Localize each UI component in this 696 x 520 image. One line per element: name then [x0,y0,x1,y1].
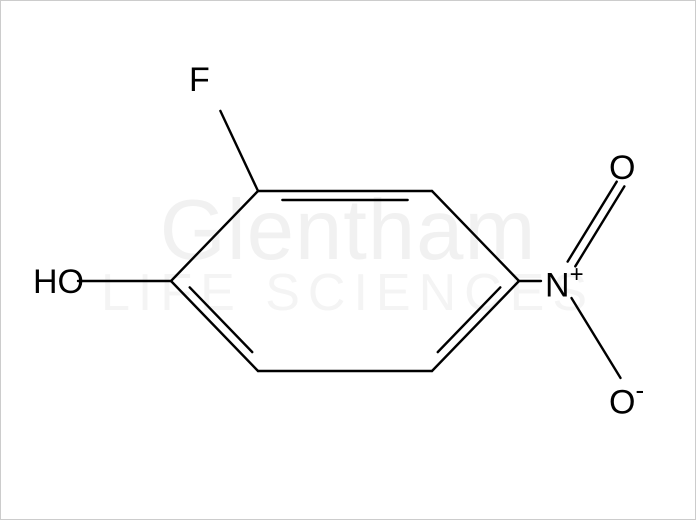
oxygen-bottom-label: O- [609,379,644,419]
figure-canvas: Glentham LIFE SCIENCES F HO N+ O O- [0,0,696,520]
hydroxyl-text: HO [33,263,84,301]
oxygen-top-text: O [609,149,635,187]
hydroxyl-label: HO [33,265,84,299]
nitrogen-charge: + [570,261,584,288]
fluorine-text: F [189,61,210,99]
bond-layer [78,111,624,378]
oxygen-top-label: O [609,151,635,185]
structure-svg [1,1,696,520]
nitrogen-text: N [545,266,570,304]
nitrogen-label: N+ [545,265,584,302]
fluorine-label: F [189,63,210,97]
oxygen-bottom-text: O [609,383,635,421]
oxygen-bottom-charge: - [635,375,644,405]
